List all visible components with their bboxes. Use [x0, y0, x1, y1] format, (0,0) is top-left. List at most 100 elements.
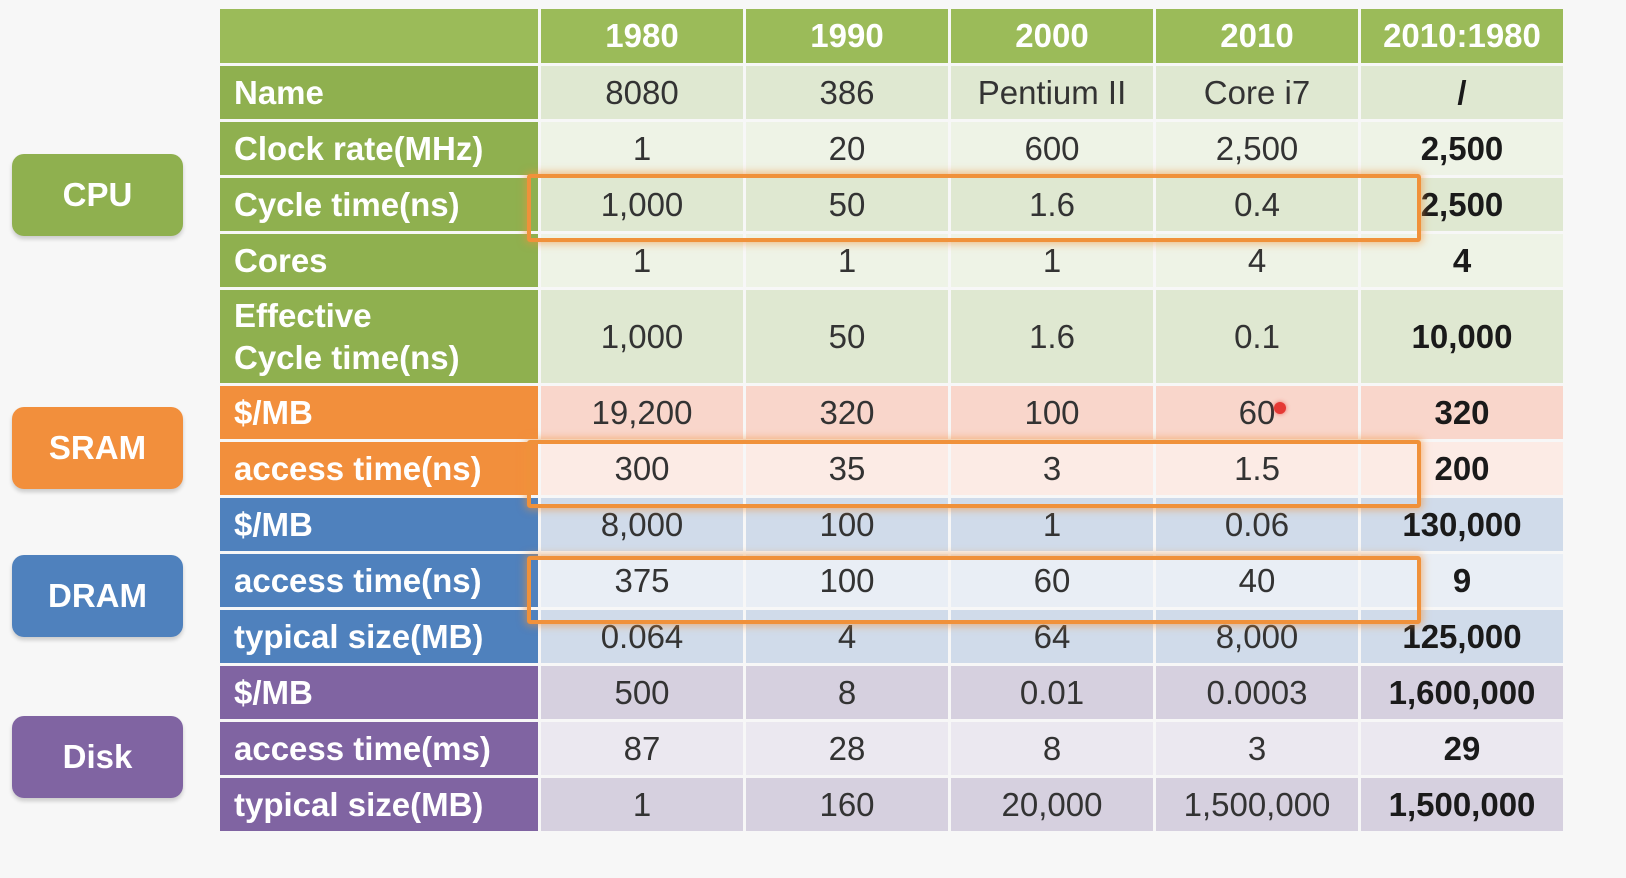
table-cell: 1,000 [541, 290, 743, 383]
sram-cost-row: $/MB 19,200 320 100 60 320 [220, 386, 1563, 439]
table-cell: 50 [746, 178, 948, 231]
row-label: access time(ms) [220, 722, 538, 775]
table-cell: 60 [1156, 386, 1358, 439]
table-cell: 1.6 [951, 178, 1153, 231]
ratio-cell: 9 [1361, 554, 1563, 607]
table-cell: 50 [746, 290, 948, 383]
table-cell: 300 [541, 442, 743, 495]
table-cell: 320 [746, 386, 948, 439]
table-cell: 60 [951, 554, 1153, 607]
table-cell: 100 [746, 554, 948, 607]
row-label: typical size(MB) [220, 778, 538, 831]
table-cell: 375 [541, 554, 743, 607]
table-cell: 386 [746, 66, 948, 119]
table-cell: 100 [951, 386, 1153, 439]
cursor-pointer-icon [1274, 402, 1286, 414]
dram-category-badge: DRAM [12, 555, 183, 637]
header-1990: 1990 [746, 9, 948, 63]
table-cell: 8,000 [1156, 610, 1358, 663]
disk-cost-row: $/MB 500 8 0.01 0.0003 1,600,000 [220, 666, 1563, 719]
row-label: Effective Cycle time(ns) [220, 290, 538, 383]
table-cell: 8,000 [541, 498, 743, 551]
ratio-cell: 2,500 [1361, 122, 1563, 175]
row-label: Clock rate(MHz) [220, 122, 538, 175]
dram-size-row: typical size(MB) 0.064 4 64 8,000 125,00… [220, 610, 1563, 663]
sram-access-row: access time(ns) 300 35 3 1.5 200 [220, 442, 1563, 495]
table-cell: 1 [541, 122, 743, 175]
table-cell: 1.5 [1156, 442, 1358, 495]
ratio-cell: 320 [1361, 386, 1563, 439]
row-label: Cores [220, 234, 538, 287]
row-label: Cycle time(ns) [220, 178, 538, 231]
table-cell: 0.4 [1156, 178, 1358, 231]
table-cell: 4 [1156, 234, 1358, 287]
cpu-clock-row: Clock rate(MHz) 1 20 600 2,500 2,500 [220, 122, 1563, 175]
table-cell: 0.1 [1156, 290, 1358, 383]
table-cell: 0.064 [541, 610, 743, 663]
table-cell: 2,500 [1156, 122, 1358, 175]
row-label: access time(ns) [220, 442, 538, 495]
table-cell: 1 [746, 234, 948, 287]
ratio-cell: 4 [1361, 234, 1563, 287]
table-cell: 600 [951, 122, 1153, 175]
disk-size-row: typical size(MB) 1 160 20,000 1,500,000 … [220, 778, 1563, 831]
ratio-cell: 1,500,000 [1361, 778, 1563, 831]
header-2010: 2010 [1156, 9, 1358, 63]
cpu-cores-row: Cores 1 1 1 4 4 [220, 234, 1563, 287]
ratio-cell: 10,000 [1361, 290, 1563, 383]
row-label: $/MB [220, 666, 538, 719]
table-cell: 40 [1156, 554, 1358, 607]
ratio-cell: 2,500 [1361, 178, 1563, 231]
cpu-effective-row: Effective Cycle time(ns) 1,000 50 1.6 0.… [220, 290, 1563, 383]
table-cell: 1 [541, 234, 743, 287]
table-cell: 0.0003 [1156, 666, 1358, 719]
header-1980: 1980 [541, 9, 743, 63]
table-cell: 20,000 [951, 778, 1153, 831]
ratio-cell: / [1361, 66, 1563, 119]
cpu-category-badge: CPU [12, 154, 183, 236]
table-cell: Core i7 [1156, 66, 1358, 119]
table-cell: 35 [746, 442, 948, 495]
row-label: $/MB [220, 498, 538, 551]
ratio-cell: 29 [1361, 722, 1563, 775]
table-cell: 87 [541, 722, 743, 775]
memory-trends-table: 1980 1990 2000 2010 2010:1980 Name 8080 … [217, 6, 1566, 834]
disk-access-row: access time(ms) 87 28 8 3 29 [220, 722, 1563, 775]
header-2000: 2000 [951, 9, 1153, 63]
table-cell: 1,000 [541, 178, 743, 231]
header-row: 1980 1990 2000 2010 2010:1980 [220, 9, 1563, 63]
dram-cost-row: $/MB 8,000 100 1 0.06 130,000 [220, 498, 1563, 551]
table-cell: 0.06 [1156, 498, 1358, 551]
table-cell: 19,200 [541, 386, 743, 439]
cpu-name-row: Name 8080 386 Pentium II Core i7 / [220, 66, 1563, 119]
table-cell: 160 [746, 778, 948, 831]
row-label: access time(ns) [220, 554, 538, 607]
dram-access-row: access time(ns) 375 100 60 40 9 [220, 554, 1563, 607]
ratio-cell: 200 [1361, 442, 1563, 495]
table-cell: 3 [1156, 722, 1358, 775]
row-label: typical size(MB) [220, 610, 538, 663]
table-cell: 1 [951, 498, 1153, 551]
table-cell: 0.01 [951, 666, 1153, 719]
table-cell: 4 [746, 610, 948, 663]
sram-category-badge: SRAM [12, 407, 183, 489]
ratio-cell: 125,000 [1361, 610, 1563, 663]
ratio-cell: 1,600,000 [1361, 666, 1563, 719]
table-cell: 500 [541, 666, 743, 719]
table-cell: 100 [746, 498, 948, 551]
table-cell: 1 [541, 778, 743, 831]
row-label: $/MB [220, 386, 538, 439]
table-cell: 64 [951, 610, 1153, 663]
table-cell: 1.6 [951, 290, 1153, 383]
row-label-line1: Effective [234, 296, 372, 334]
table-cell: Pentium II [951, 66, 1153, 119]
cpu-cycle-row: Cycle time(ns) 1,000 50 1.6 0.4 2,500 [220, 178, 1563, 231]
table-cell: 8080 [541, 66, 743, 119]
row-label-line2: Cycle time(ns) [234, 338, 460, 376]
table-cell: 8 [951, 722, 1153, 775]
table-cell: 8 [746, 666, 948, 719]
table-cell: 1,500,000 [1156, 778, 1358, 831]
table-cell: 28 [746, 722, 948, 775]
disk-category-badge: Disk [12, 716, 183, 798]
table-cell: 20 [746, 122, 948, 175]
